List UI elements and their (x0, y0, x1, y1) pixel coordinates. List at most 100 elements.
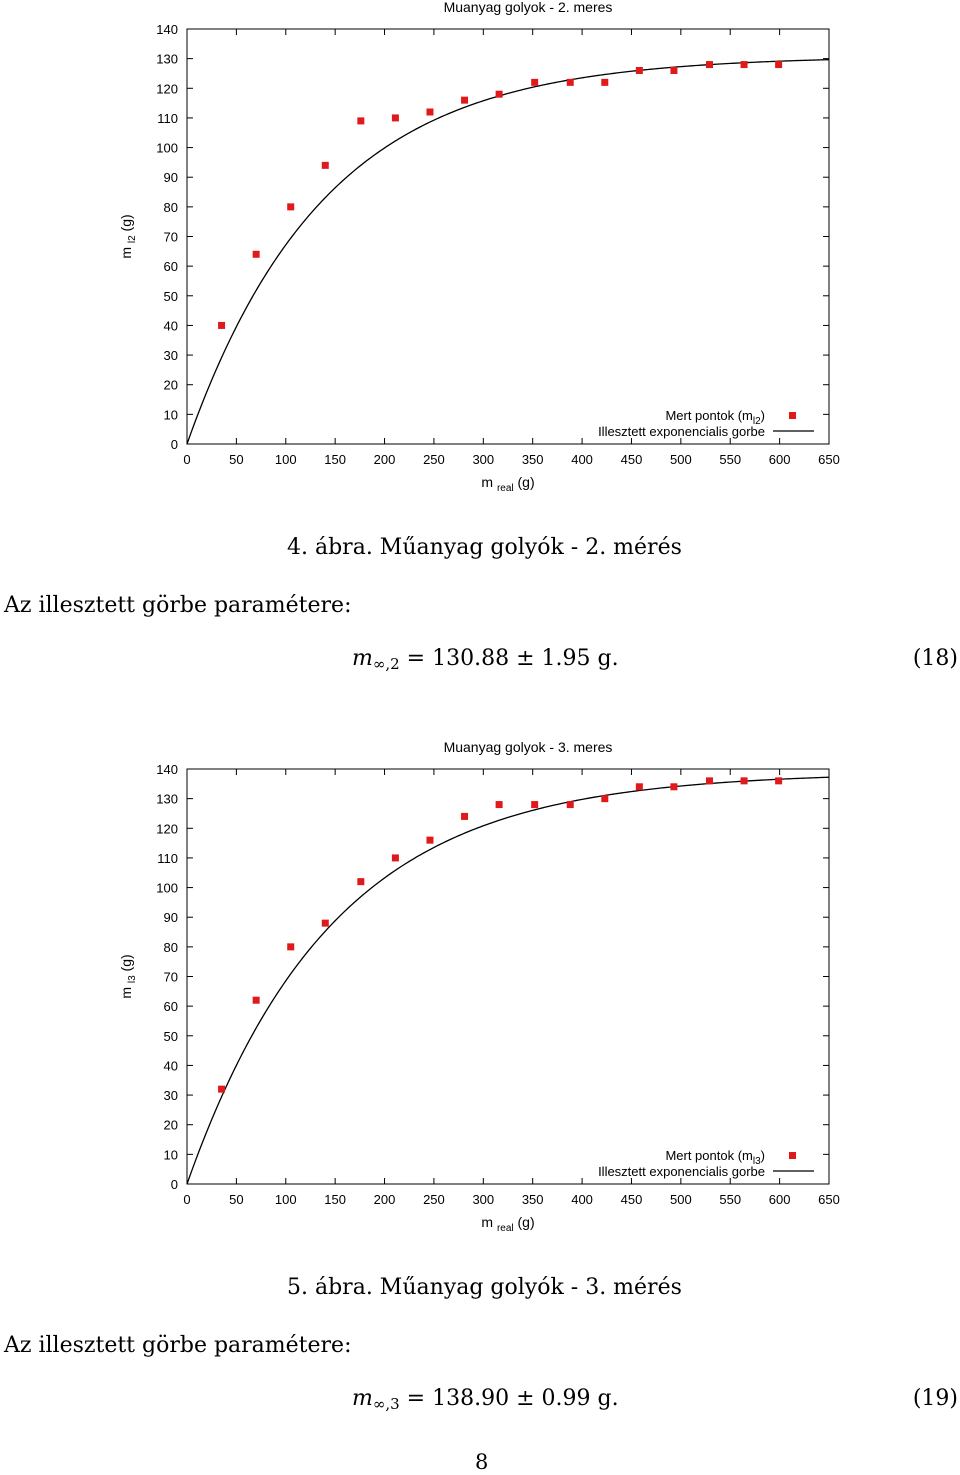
data-point (357, 117, 365, 125)
equation-number-19: (19) (912, 1386, 958, 1411)
y-tick-label: 50 (164, 289, 178, 304)
x-tick-label: 50 (229, 1192, 243, 1207)
y-tick-label: 0 (171, 437, 178, 452)
figure-4-equation: m∞,2 = 130.88 ± 1.95 g. (352, 646, 619, 673)
y-axis-label-main: m (118, 983, 134, 999)
legend-points-main: Mert pontok (m (665, 408, 752, 423)
equation-value: = 138.90 ± 0.99 g. (399, 1386, 619, 1411)
legend-entry-curve: Illesztett exponencialis gorbe (598, 1164, 765, 1179)
data-point (601, 78, 609, 86)
legend-points-end: ) (761, 1148, 765, 1163)
data-point (601, 795, 609, 803)
data-point (740, 61, 748, 69)
x-axis-label-unit: (g) (514, 1214, 535, 1230)
chart-title: Muanyag golyok - 3. meres (444, 740, 613, 755)
legend-points-end: ) (761, 408, 765, 423)
y-tick-label: 20 (164, 1118, 178, 1133)
data-point (218, 321, 226, 329)
y-axis-label-unit: (g) (118, 214, 134, 235)
legend-entry-points: Mert pontok (ml3) (665, 1148, 765, 1167)
data-point (426, 108, 434, 116)
y-tick-label: 30 (164, 1088, 178, 1103)
data-point (391, 114, 399, 122)
data-point (495, 90, 503, 98)
x-tick-label: 650 (818, 1192, 840, 1207)
y-tick-label: 80 (164, 200, 178, 215)
x-tick-label: 550 (719, 1192, 741, 1207)
y-axis-label-main: m (118, 243, 134, 259)
x-tick-label: 450 (621, 452, 643, 467)
legend-points-main: Mert pontok (m (665, 1148, 752, 1163)
data-point (566, 801, 574, 809)
y-tick-label: 60 (164, 259, 178, 274)
x-tick-label: 650 (818, 452, 840, 467)
y-axis-label: m l3 (g) (118, 954, 138, 998)
figure-5-caption: 5. ábra. Műanyag golyók - 3. mérés (287, 1275, 682, 1300)
x-axis-label: m real (g) (481, 1214, 534, 1234)
y-tick-label: 40 (164, 1058, 178, 1073)
x-axis-label-sub: real (497, 483, 514, 494)
y-tick-label: 80 (164, 940, 178, 955)
x-tick-label: 150 (324, 452, 346, 467)
x-axis-label-main: m (481, 474, 497, 490)
x-axis-label-unit: (g) (514, 474, 535, 490)
y-tick-label: 70 (164, 970, 178, 985)
figure-5-param-text: Az illesztett görbe paramétere: (4, 1333, 352, 1358)
legend-marker-points (789, 412, 796, 419)
data-point (495, 801, 503, 809)
x-axis-label: m real (g) (481, 474, 534, 494)
data-point (531, 801, 539, 809)
y-tick-label: 30 (164, 348, 178, 363)
x-tick-label: 250 (423, 452, 445, 467)
x-tick-label: 0 (183, 1192, 190, 1207)
x-tick-label: 550 (719, 452, 741, 467)
y-tick-label: 10 (164, 407, 178, 422)
x-tick-label: 450 (621, 1192, 643, 1207)
legend-points-sub: l3 (753, 1156, 761, 1167)
equation-value: = 130.88 ± 1.95 g. (399, 646, 619, 671)
data-point (566, 78, 574, 86)
data-point (635, 783, 643, 791)
data-point (670, 783, 678, 791)
data-point (252, 250, 260, 258)
figure-5-equation: m∞,3 = 138.90 ± 0.99 g. (352, 1386, 619, 1413)
data-point (705, 777, 713, 785)
data-point (670, 67, 678, 74)
y-tick-label: 140 (156, 762, 178, 777)
y-tick-label: 100 (156, 141, 178, 156)
y-tick-label: 130 (156, 792, 178, 807)
x-tick-label: 200 (374, 1192, 396, 1207)
equation-variable: m (352, 1386, 373, 1411)
data-point (287, 943, 295, 951)
y-tick-label: 0 (171, 1177, 178, 1192)
fit-curve-line (186, 776, 830, 1185)
data-point (252, 996, 260, 1004)
y-tick-label: 120 (156, 81, 178, 96)
y-tick-label: 40 (164, 318, 178, 333)
x-tick-label: 300 (472, 452, 494, 467)
y-tick-label: 100 (156, 881, 178, 896)
y-tick-label: 110 (157, 851, 178, 866)
x-tick-label: 300 (472, 1192, 494, 1207)
x-axis-label-sub: real (497, 1223, 514, 1234)
data-point (321, 161, 329, 169)
y-axis-label-unit: (g) (118, 954, 134, 975)
x-tick-label: 0 (183, 452, 190, 467)
x-tick-label: 50 (229, 452, 243, 467)
x-tick-label: 500 (670, 1192, 692, 1207)
fit-curve-line (186, 58, 830, 445)
data-point (218, 1085, 226, 1093)
x-tick-label: 250 (423, 1192, 445, 1207)
y-tick-label: 130 (156, 52, 178, 67)
data-point (357, 878, 365, 886)
data-point (287, 203, 295, 211)
data-point (775, 777, 783, 785)
data-point (426, 836, 434, 844)
x-tick-label: 100 (275, 452, 297, 467)
y-axis-label: m l2 (g) (118, 214, 138, 258)
y-tick-label: 20 (164, 378, 178, 393)
equation-number-18: (18) (912, 646, 958, 671)
legend-marker-points (789, 1152, 796, 1159)
data-point (321, 919, 329, 927)
